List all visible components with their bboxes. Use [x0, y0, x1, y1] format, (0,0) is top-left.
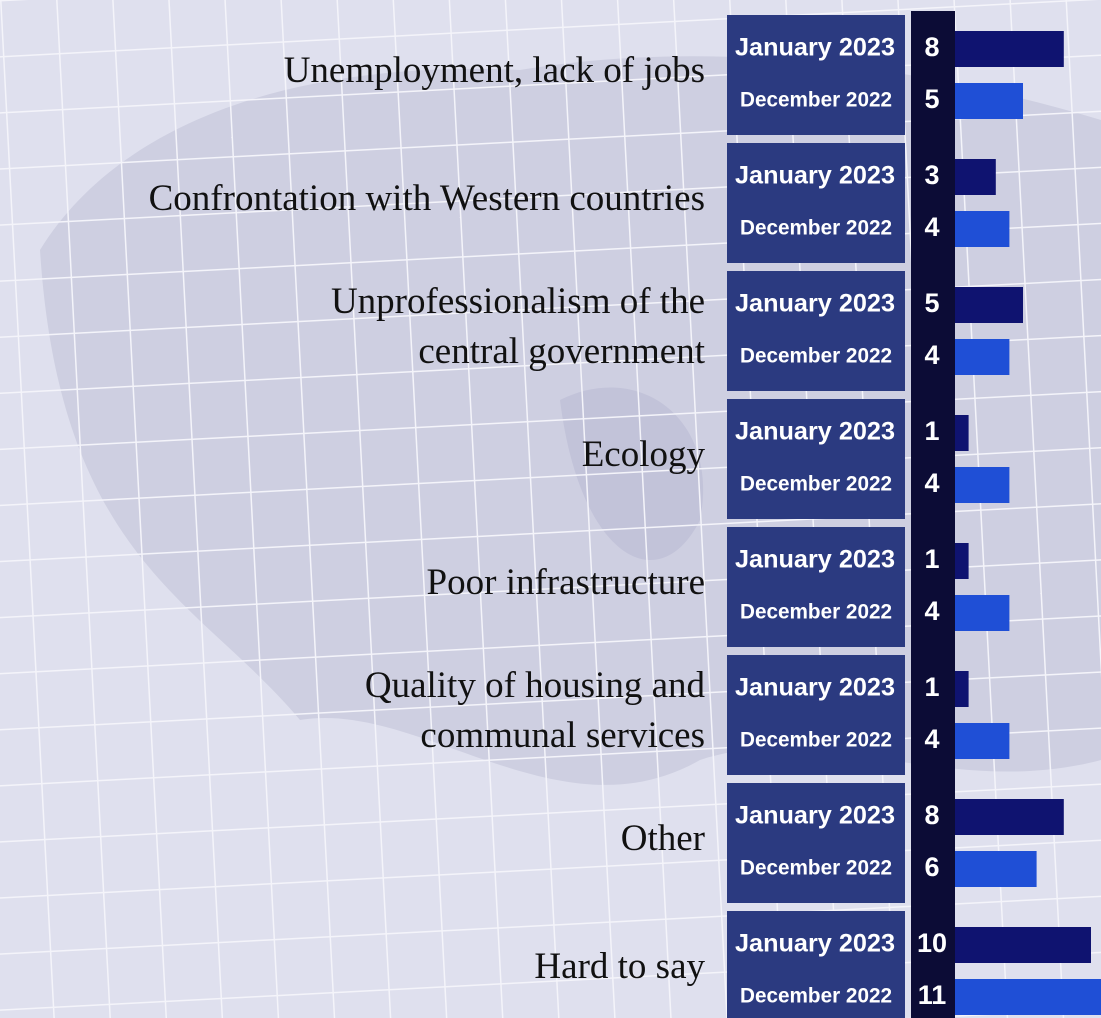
- bar: [955, 83, 1023, 119]
- value-label: 8: [924, 32, 939, 62]
- value-label: 5: [924, 288, 939, 318]
- bar: [955, 595, 1010, 631]
- bar: [955, 339, 1010, 375]
- value-label: 4: [924, 596, 939, 626]
- category-label: Quality of housing and communal services: [364, 665, 705, 756]
- value-box: [911, 11, 955, 139]
- value-label: 4: [924, 340, 939, 370]
- series-label: January 2023: [735, 802, 895, 830]
- value-label: 3: [924, 160, 939, 190]
- value-box: [911, 523, 955, 651]
- value-label: 6: [924, 852, 939, 882]
- label-box: [727, 911, 905, 1018]
- label-box: [727, 15, 905, 135]
- bar: [955, 287, 1023, 323]
- series-label: December 2022: [740, 857, 892, 880]
- value-label: 1: [924, 544, 939, 574]
- bar: [955, 543, 969, 579]
- bar: [955, 799, 1064, 835]
- value-label: 4: [924, 212, 939, 242]
- series-label: December 2022: [740, 473, 892, 496]
- series-label: January 2023: [735, 34, 895, 62]
- value-label: 10: [917, 928, 947, 958]
- series-label: December 2022: [740, 729, 892, 752]
- series-label: December 2022: [740, 217, 892, 240]
- value-label: 1: [924, 416, 939, 446]
- value-box: [911, 651, 955, 779]
- series-label: January 2023: [735, 290, 895, 318]
- category-label: Hard to say: [534, 946, 705, 987]
- value-label: 5: [924, 84, 939, 114]
- bar: [955, 671, 969, 707]
- series-label: December 2022: [740, 985, 892, 1008]
- value-label: 8: [924, 800, 939, 830]
- bar: [955, 467, 1010, 503]
- category-label: Ecology: [581, 434, 705, 475]
- bar: [955, 927, 1091, 963]
- series-label: January 2023: [735, 930, 895, 958]
- label-box: [727, 143, 905, 263]
- category-label: Other: [620, 818, 705, 859]
- series-label: January 2023: [735, 546, 895, 574]
- series-label: December 2022: [740, 89, 892, 112]
- value-label: 4: [924, 468, 939, 498]
- label-box: [727, 655, 905, 775]
- bar: [955, 851, 1037, 887]
- label-box: [727, 783, 905, 903]
- label-box: [727, 527, 905, 647]
- series-label: January 2023: [735, 418, 895, 446]
- value-label: 11: [918, 980, 947, 1010]
- value-box: [911, 779, 955, 907]
- bar: [955, 979, 1101, 1015]
- value-box: [911, 395, 955, 523]
- series-label: December 2022: [740, 345, 892, 368]
- label-box: [727, 399, 905, 519]
- category-label: Confrontation with Western countries: [148, 178, 705, 219]
- category-label: Unemployment, lack of jobs: [283, 50, 705, 91]
- bar: [955, 415, 969, 451]
- value-label: 4: [924, 724, 939, 754]
- value-box: [911, 267, 955, 395]
- bar: [955, 31, 1064, 67]
- value-label: 1: [924, 672, 939, 702]
- label-box: [727, 271, 905, 391]
- category-label: Poor infrastructure: [426, 562, 705, 603]
- bar: [955, 211, 1010, 247]
- series-label: January 2023: [735, 162, 895, 190]
- series-label: January 2023: [735, 674, 895, 702]
- value-box: [911, 907, 955, 1018]
- bar: [955, 159, 996, 195]
- value-box: [911, 139, 955, 267]
- category-label: Unprofessionalism of the central governm…: [330, 281, 705, 372]
- bar: [955, 723, 1010, 759]
- series-label: December 2022: [740, 601, 892, 624]
